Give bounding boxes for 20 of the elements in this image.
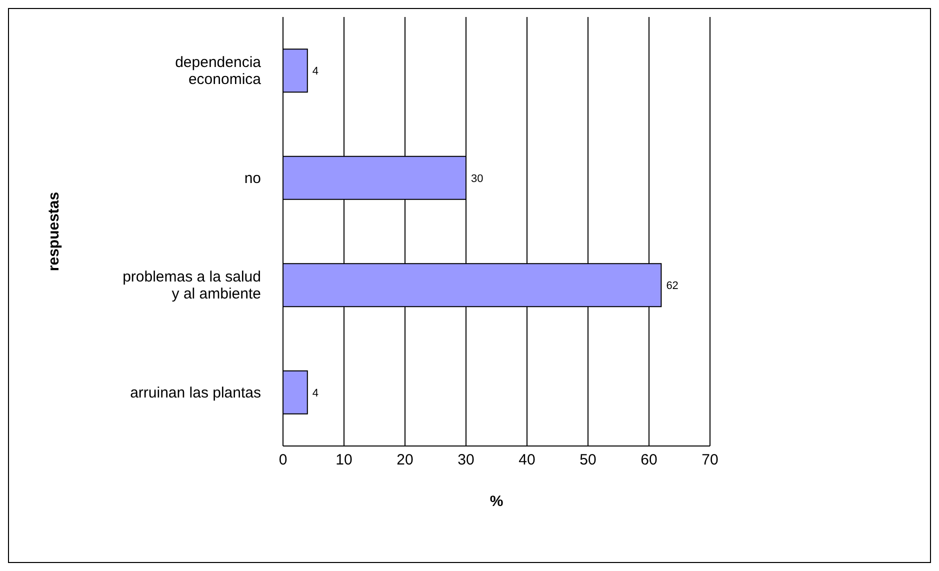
y-axis-title: respuestas <box>45 192 62 272</box>
bar <box>283 370 308 414</box>
x-tick-label: 70 <box>702 452 718 469</box>
y-tick-label: arruinan las plantas <box>130 384 261 402</box>
data-label: 62 <box>666 280 678 292</box>
y-tick-label: no <box>244 170 261 187</box>
y-tick-label: dependencia economica <box>175 54 262 88</box>
data-label: 4 <box>312 66 319 78</box>
x-tick-label: 40 <box>518 452 536 469</box>
bar <box>283 48 308 93</box>
data-label: 4 <box>312 387 319 400</box>
x-tick-label: 30 <box>458 452 474 469</box>
x-tick-label: 0 <box>278 452 288 469</box>
x-tick-label: 20 <box>396 452 414 469</box>
x-tick-label: 10 <box>336 452 352 469</box>
x-tick-label: 50 <box>580 452 596 469</box>
x-axis-title: % <box>490 493 504 510</box>
y-tick-label: problemas a la salud y al ambiente <box>122 268 261 303</box>
data-label: 30 <box>471 172 484 185</box>
x-tick-label: 60 <box>640 452 658 469</box>
